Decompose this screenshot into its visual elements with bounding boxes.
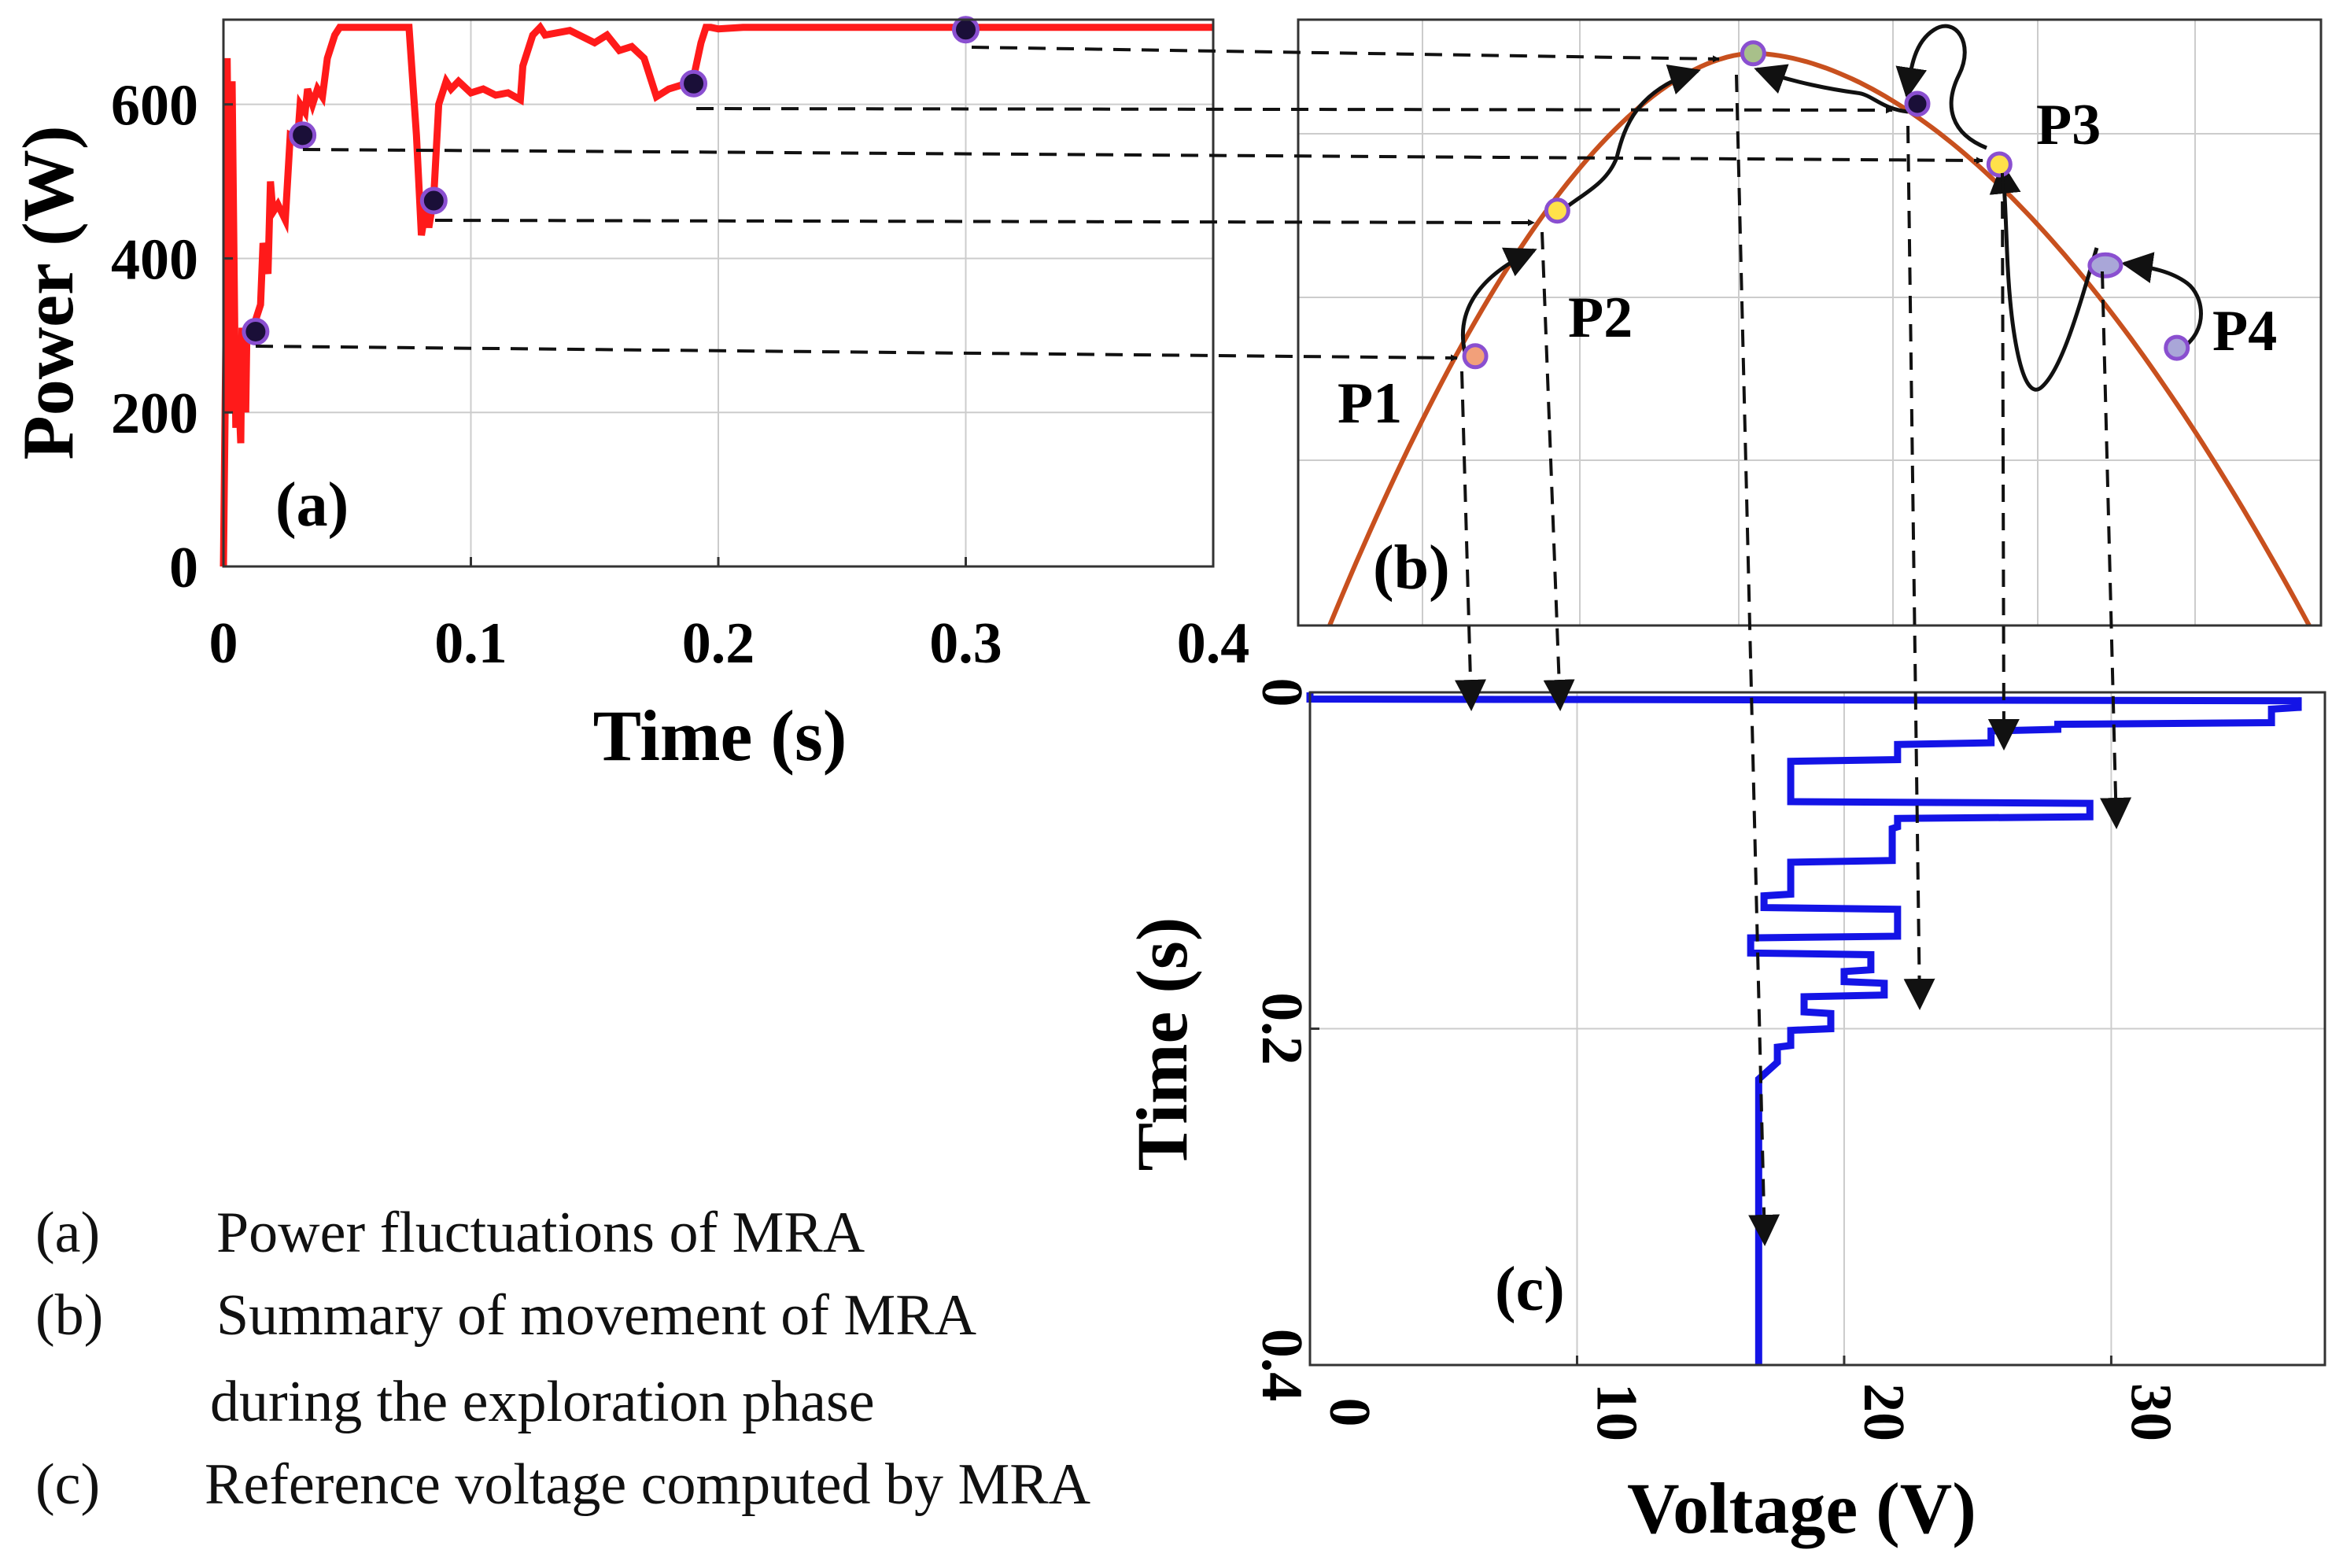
caption-b-text: Summary of movement of MRA <box>216 1283 977 1348</box>
point-label-p3: P3 <box>2036 93 2101 157</box>
pv-curve <box>1327 50 2312 627</box>
panel-c-label: (c) <box>1495 1255 1565 1324</box>
connector-peak-down <box>1735 74 1780 1246</box>
panel-c-xtick-label: 10 <box>1584 1383 1648 1441</box>
panel-c-ylabel: Time (s) <box>1122 917 1202 1171</box>
panel-a: 0 0.1 0.2 0.3 0.4 0 200 400 600 Time (s) Power (… <box>8 16 1249 776</box>
connector-a-to-p3 <box>302 148 1983 164</box>
panel-b-marker <box>1740 40 1766 67</box>
point-label-p4: P4 <box>2212 299 2277 363</box>
caption-b-text-line2: during the exploration phase <box>210 1370 875 1434</box>
panel-c-ticks: 0 10 20 30 0 0.2 0.4 <box>1249 678 2182 1442</box>
panel-c-xlabel: Voltage (V) <box>1627 1468 1976 1548</box>
panel-a-xtick-label: 0.1 <box>434 611 507 676</box>
move-arrow-loop-to-p3 <box>1989 162 2099 392</box>
move-arrow-p1-p2 <box>1460 247 1537 353</box>
panel-b: P1 P2 P3 P4 (b) <box>1297 18 2323 627</box>
panel-a-xtick-label: 0.4 <box>1177 611 1250 676</box>
dashed-connectors <box>255 46 2132 1246</box>
panel-a-ytick-label: 600 <box>111 74 198 138</box>
panel-a-ytick-label: 200 <box>111 382 198 446</box>
caption-a-label: (a) <box>35 1201 101 1265</box>
panel-a-xtick-label: 0 <box>209 611 238 676</box>
panel-c: 0 10 20 30 0 0.2 0.4 Voltage (V) Time (s) (c) <box>1122 678 2326 1548</box>
caption-b-label: (b) <box>35 1283 104 1348</box>
panel-c-ytick-label: 0 <box>1249 678 1314 707</box>
connector-p3-down <box>1987 172 2020 751</box>
panel-a-markers <box>242 16 980 345</box>
panel-c-xtick-label: 20 <box>1851 1383 1916 1441</box>
panel-a-marker <box>419 186 448 215</box>
move-arrow-p3-peak <box>1754 64 1909 114</box>
panel-b-marker <box>1904 90 1931 117</box>
connector-p4-down <box>2100 271 2132 829</box>
move-arrow-p2-peak <box>1550 64 1701 222</box>
panel-b-marker <box>2087 252 2123 279</box>
connector-p1-down <box>1454 371 1486 711</box>
panel-a-ytick-label: 400 <box>111 227 198 292</box>
panel-a-xtick-label: 0.3 <box>929 611 1002 676</box>
point-label-p2: P2 <box>1568 286 1633 350</box>
panel-b-grid <box>1298 20 2321 625</box>
panel-a-ticks: 0 0.1 0.2 0.3 0.4 0 200 400 600 <box>111 74 1249 676</box>
movement-arrows <box>1460 24 2203 392</box>
connector-a-to-p1 <box>255 345 1458 362</box>
panel-b-marker <box>1544 197 1570 224</box>
panel-a-ytick-label: 0 <box>169 536 198 600</box>
caption-a-text: Power fluctuations of MRA <box>216 1201 865 1265</box>
panel-a-xtick-label: 0.2 <box>682 611 755 676</box>
panel-b-axes-box <box>1297 18 2323 627</box>
move-arrow-loop-to-dark <box>1895 24 1987 150</box>
connector-p2-down <box>1540 231 1575 711</box>
panel-a-marker <box>680 69 708 98</box>
caption-c-label: (c) <box>35 1452 101 1517</box>
connector-a-to-p2 <box>434 219 1535 227</box>
panel-a-ylabel: Power (W) <box>8 126 88 460</box>
caption-c-text: Reference voltage computed by MRA <box>205 1452 1091 1517</box>
panel-b-markers <box>1462 40 2190 370</box>
panel-b-marker <box>1462 343 1489 370</box>
panel-a-label: (a) <box>275 470 349 540</box>
panel-a-marker <box>289 121 317 149</box>
panel-c-xtick-label: 0 <box>1317 1398 1382 1427</box>
panel-a-marker <box>952 16 980 44</box>
reference-voltage-line <box>1306 692 2302 1365</box>
panel-c-xtick-label: 30 <box>2118 1383 2182 1441</box>
panel-b-marker <box>2164 334 2190 361</box>
connector-dark-down <box>1903 125 1935 1010</box>
connector-a-to-peak <box>971 46 1720 63</box>
panel-b-marker <box>1986 151 2013 178</box>
point-label-p1: P1 <box>1338 371 1402 436</box>
panel-a-grid <box>223 20 1213 566</box>
panel-c-ytick-label: 0.2 <box>1249 992 1314 1065</box>
panel-a-marker <box>242 317 270 345</box>
panel-b-label: (b) <box>1373 533 1450 603</box>
move-arrow-p4-back <box>2121 252 2203 352</box>
panel-a-xlabel: Time (s) <box>593 695 847 776</box>
connector-a-to-dark <box>696 106 1893 114</box>
panel-c-ytick-label: 0.4 <box>1249 1329 1314 1402</box>
